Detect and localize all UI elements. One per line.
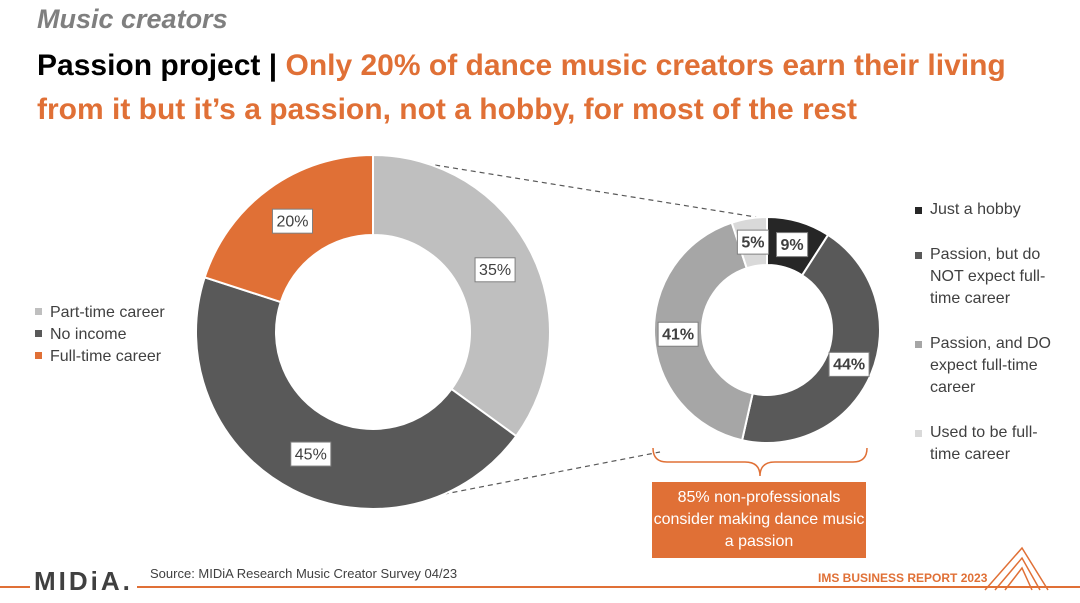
legend-swatch (35, 330, 42, 337)
slice (195, 276, 518, 510)
callout-text: 85% non-professionals consider making da… (653, 489, 865, 550)
value-label-box (736, 229, 770, 255)
value-label: 5% (741, 234, 764, 251)
value-label: 44% (833, 357, 865, 374)
legend: Just a hobby Passion, but do NOT expect f… (915, 199, 1055, 466)
legend-swatch (915, 341, 922, 348)
logo: MIDiA. (30, 566, 137, 597)
value-label-box (657, 321, 699, 347)
legend-label: Passion, and DO expect full-time career (930, 335, 1051, 396)
legend-swatch (35, 352, 42, 359)
legend-item: Passion, but do NOT expect full-time car… (915, 244, 1055, 310)
source: Source: MIDiA Research Music Creator Sur… (150, 566, 458, 581)
slice (653, 221, 754, 442)
kicker: Music creators (37, 4, 228, 34)
report-icon (984, 546, 1049, 591)
report-label: IMS BUSINESS REPORT 2023 (818, 571, 988, 585)
callout: 85% non-professionals consider making da… (652, 482, 866, 558)
title-highlight: Only 20% of dance music creators earn th… (37, 49, 1006, 126)
value-label-box (828, 351, 870, 377)
legend-item: No income (35, 324, 165, 346)
legend-swatch (35, 308, 42, 315)
value-label-box (474, 257, 516, 283)
legend-swatch (915, 252, 922, 259)
legend-item: Part-time career (35, 302, 165, 324)
legend-label: No income (50, 326, 127, 343)
value-label: 45% (295, 446, 327, 463)
headline: Passion project | Only 20% of dance musi… (37, 44, 1077, 132)
legend-item: Used to be full-time career (915, 422, 1055, 466)
legend-swatch (915, 430, 922, 437)
legend-swatch (915, 207, 922, 214)
value-label-box (290, 441, 332, 467)
legend-item: Passion, and DO expect full-time career (915, 333, 1055, 399)
legend: Part-time career No income Full-time caree… (35, 302, 165, 368)
value-label-box (776, 232, 809, 258)
legend-label: Full-time career (50, 348, 162, 365)
value-label-box (271, 208, 313, 234)
bracket (652, 447, 868, 477)
value-label: 41% (662, 326, 694, 343)
legend-label: Part-time career (50, 304, 165, 321)
title-lead: Passion project | (37, 49, 278, 82)
legend-item: Just a hobby (915, 199, 1055, 221)
legend-label: Used to be full-time career (930, 424, 1038, 463)
value-label: 35% (479, 262, 511, 279)
zoom-line (372, 154, 763, 219)
legend-label: Just a hobby (930, 201, 1021, 218)
slice (740, 233, 881, 444)
value-label: 20% (276, 213, 308, 230)
legend-label: Passion, but do NOT expect full-time car… (930, 246, 1046, 307)
legend-item: Full-time career (35, 346, 165, 368)
slice (372, 153, 551, 438)
value-label: 9% (781, 237, 804, 254)
